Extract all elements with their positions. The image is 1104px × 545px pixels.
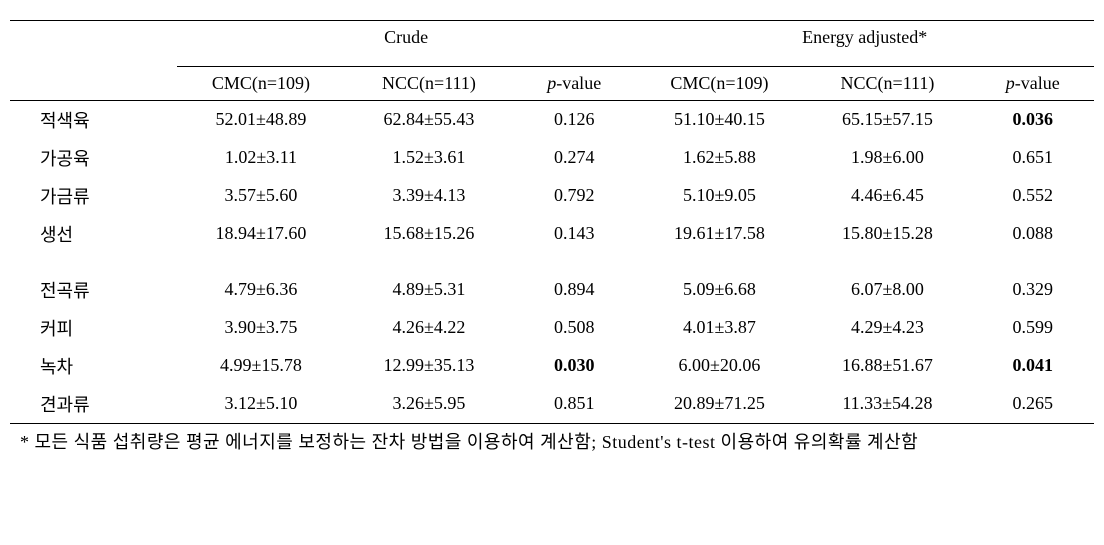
adj-p-cell: 0.036	[971, 100, 1094, 139]
adj-pvalue-header: p-value	[971, 66, 1094, 100]
row-label: 커피	[10, 309, 177, 347]
adj-cmc-cell: 19.61±17.58	[635, 215, 803, 253]
crude-cmc-cell: 3.57±5.60	[177, 177, 345, 215]
crude-ncc-cell: 4.26±4.22	[345, 309, 513, 347]
crude-p-cell: 0.792	[513, 177, 635, 215]
table-row: 전곡류 4.79±6.36 4.89±5.31 0.894 5.09±6.68 …	[10, 271, 1094, 309]
adj-ncc-cell: 4.29±4.23	[803, 309, 971, 347]
row-label: 전곡류	[10, 271, 177, 309]
footnote-row: * 모든 식품 섭취량은 평균 에너지를 보정하는 잔차 방법을 이용하여 계산…	[10, 423, 1094, 454]
p-suffix-1: -value	[556, 73, 601, 93]
adj-cmc-cell: 51.10±40.15	[635, 100, 803, 139]
crude-p-cell: 0.126	[513, 100, 635, 139]
crude-cmc-cell: 18.94±17.60	[177, 215, 345, 253]
crude-cmc-cell: 4.79±6.36	[177, 271, 345, 309]
crude-ncc-cell: 15.68±15.26	[345, 215, 513, 253]
row-label: 가금류	[10, 177, 177, 215]
crude-ncc-header: NCC(n=111)	[345, 66, 513, 100]
adj-ncc-cell: 1.98±6.00	[803, 139, 971, 177]
table-row: 견과류 3.12±5.10 3.26±5.95 0.851 20.89±71.2…	[10, 385, 1094, 424]
adj-p-cell: 0.329	[971, 271, 1094, 309]
adj-p-cell: 0.651	[971, 139, 1094, 177]
crude-group-header: Crude	[177, 21, 636, 55]
statistics-table: Crude Energy adjusted* CMC(n=109) NCC(n=…	[10, 20, 1094, 454]
row-label: 적색육	[10, 100, 177, 139]
adj-ncc-cell: 65.15±57.15	[803, 100, 971, 139]
crude-ncc-cell: 12.99±35.13	[345, 347, 513, 385]
crude-p-cell: 0.030	[513, 347, 635, 385]
crude-group-label: Crude	[384, 27, 428, 47]
table-row: 가공육 1.02±3.11 1.52±3.61 0.274 1.62±5.88 …	[10, 139, 1094, 177]
adj-cmc-cell: 6.00±20.06	[635, 347, 803, 385]
p-italic-2: p	[1006, 73, 1015, 93]
adj-ncc-cell: 16.88±51.67	[803, 347, 971, 385]
row-label: 녹차	[10, 347, 177, 385]
crude-border	[177, 54, 636, 66]
adj-p-cell: 0.599	[971, 309, 1094, 347]
crude-cmc-cell: 3.90±3.75	[177, 309, 345, 347]
adj-cmc-cell: 5.09±6.68	[635, 271, 803, 309]
crude-cmc-cell: 1.02±3.11	[177, 139, 345, 177]
adj-p-cell: 0.265	[971, 385, 1094, 424]
table-row: 녹차 4.99±15.78 12.99±35.13 0.030 6.00±20.…	[10, 347, 1094, 385]
crude-cmc-cell: 52.01±48.89	[177, 100, 345, 139]
crude-p-cell: 0.894	[513, 271, 635, 309]
table-row: 적색육 52.01±48.89 62.84±55.43 0.126 51.10±…	[10, 100, 1094, 139]
crude-ncc-cell: 4.89±5.31	[345, 271, 513, 309]
row-label: 견과류	[10, 385, 177, 424]
crude-cmc-cell: 4.99±15.78	[177, 347, 345, 385]
adj-cmc-cell: 4.01±3.87	[635, 309, 803, 347]
crude-p-cell: 0.143	[513, 215, 635, 253]
energy-adjusted-group-header: Energy adjusted*	[635, 21, 1094, 55]
crude-pvalue-header: p-value	[513, 66, 635, 100]
adj-border	[635, 54, 1094, 66]
empty-corner-cell	[10, 21, 177, 55]
p-suffix-2: -value	[1015, 73, 1060, 93]
section-spacer	[10, 253, 1094, 271]
crude-p-cell: 0.274	[513, 139, 635, 177]
adj-ncc-cell: 6.07±8.00	[803, 271, 971, 309]
crude-cmc-header: CMC(n=109)	[177, 66, 345, 100]
adj-ncc-cell: 4.46±6.45	[803, 177, 971, 215]
crude-p-cell: 0.851	[513, 385, 635, 424]
adj-ncc-header: NCC(n=111)	[803, 66, 971, 100]
crude-ncc-cell: 3.39±4.13	[345, 177, 513, 215]
row-label: 생선	[10, 215, 177, 253]
adj-p-cell: 0.552	[971, 177, 1094, 215]
p-italic-1: p	[547, 73, 556, 93]
adj-p-cell: 0.041	[971, 347, 1094, 385]
group-border-row	[10, 54, 1094, 66]
footnote-text: * 모든 식품 섭취량은 평균 에너지를 보정하는 잔차 방법을 이용하여 계산…	[10, 423, 1094, 454]
crude-ncc-cell: 62.84±55.43	[345, 100, 513, 139]
crude-ncc-cell: 1.52±3.61	[345, 139, 513, 177]
row-label: 가공육	[10, 139, 177, 177]
group-header-row: Crude Energy adjusted*	[10, 21, 1094, 55]
empty-cell	[10, 54, 177, 66]
empty-cell-2	[10, 66, 177, 100]
subheader-row: CMC(n=109) NCC(n=111) p-value CMC(n=109)…	[10, 66, 1094, 100]
energy-adjusted-group-label: Energy adjusted*	[802, 27, 927, 47]
adj-cmc-cell: 20.89±71.25	[635, 385, 803, 424]
table-row: 커피 3.90±3.75 4.26±4.22 0.508 4.01±3.87 4…	[10, 309, 1094, 347]
adj-cmc-cell: 5.10±9.05	[635, 177, 803, 215]
crude-cmc-cell: 3.12±5.10	[177, 385, 345, 424]
adj-cmc-header: CMC(n=109)	[635, 66, 803, 100]
adj-ncc-cell: 15.80±15.28	[803, 215, 971, 253]
adj-ncc-cell: 11.33±54.28	[803, 385, 971, 424]
table-row: 생선 18.94±17.60 15.68±15.26 0.143 19.61±1…	[10, 215, 1094, 253]
adj-cmc-cell: 1.62±5.88	[635, 139, 803, 177]
crude-p-cell: 0.508	[513, 309, 635, 347]
adj-p-cell: 0.088	[971, 215, 1094, 253]
table-row: 가금류 3.57±5.60 3.39±4.13 0.792 5.10±9.05 …	[10, 177, 1094, 215]
crude-ncc-cell: 3.26±5.95	[345, 385, 513, 424]
